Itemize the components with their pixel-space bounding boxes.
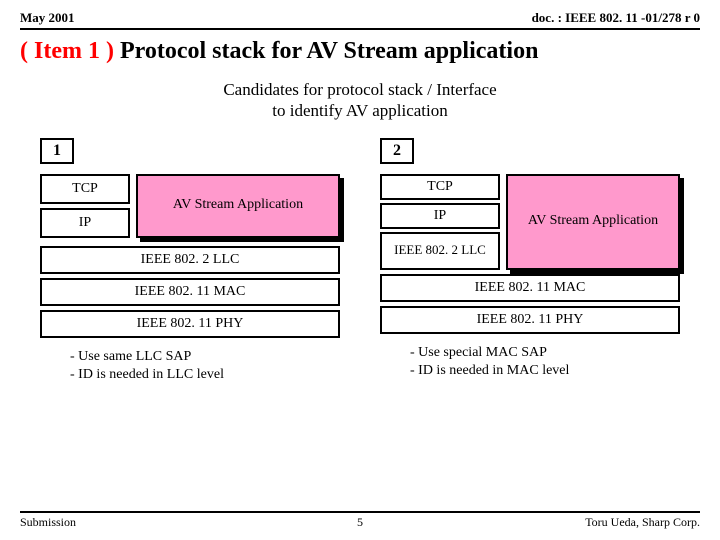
- page-title: ( Item 1 ) Protocol stack for AV Stream …: [20, 38, 700, 65]
- stack-1-note-1: - Use same LLC SAP: [70, 348, 340, 366]
- footer-right: Toru Ueda, Sharp Corp.: [585, 515, 700, 530]
- stack-1: 1 TCP IP AV Stream Application IEEE 802.…: [40, 138, 340, 384]
- stacks-container: 1 TCP IP AV Stream Application IEEE 802.…: [40, 138, 680, 384]
- stack-2-note-1: - Use special MAC SAP: [410, 344, 680, 362]
- stack-1-av-app: AV Stream Application: [136, 174, 340, 238]
- stack-2-notes: - Use special MAC SAP - ID is needed in …: [410, 344, 680, 380]
- stack-1-number: 1: [40, 138, 74, 164]
- subtitle-line2: to identify AV application: [20, 100, 700, 121]
- stack-2-ip: IP: [380, 203, 500, 229]
- stack-2-phy: IEEE 802. 11 PHY: [380, 306, 680, 334]
- stack-1-phy: IEEE 802. 11 PHY: [40, 310, 340, 338]
- header: May 2001 doc. : IEEE 802. 11 -01/278 r 0: [20, 10, 700, 30]
- footer: Submission 5 Toru Ueda, Sharp Corp.: [20, 511, 700, 530]
- stack-1-note-2: - ID is needed in LLC level: [70, 366, 340, 384]
- stack-2-note-2: - ID is needed in MAC level: [410, 362, 680, 380]
- stack-2-llc: IEEE 802. 2 LLC: [380, 232, 500, 270]
- stack-1-llc: IEEE 802. 2 LLC: [40, 246, 340, 274]
- stack-2-mac: IEEE 802. 11 MAC: [380, 274, 680, 302]
- stack-1-mac: IEEE 802. 11 MAC: [40, 278, 340, 306]
- title-main: Protocol stack for AV Stream application: [120, 38, 538, 64]
- header-date: May 2001: [20, 10, 75, 26]
- stack-2: 2 TCP IP IEEE 802. 2 LLC AV Stream Appli…: [380, 138, 680, 384]
- stack-1-ip: IP: [40, 208, 130, 238]
- stack-2-av-app: AV Stream Application: [506, 174, 680, 270]
- footer-left: Submission: [20, 515, 76, 530]
- stack-1-notes: - Use same LLC SAP - ID is needed in LLC…: [70, 348, 340, 384]
- stack-2-tcp: TCP: [380, 174, 500, 200]
- subtitle-line1: Candidates for protocol stack / Interfac…: [20, 79, 700, 100]
- subtitle: Candidates for protocol stack / Interfac…: [20, 79, 700, 122]
- footer-page: 5: [357, 515, 363, 530]
- stack-2-number: 2: [380, 138, 414, 164]
- title-prefix: ( Item 1 ): [20, 38, 120, 64]
- header-doc: doc. : IEEE 802. 11 -01/278 r 0: [532, 10, 700, 26]
- stack-1-tcp: TCP: [40, 174, 130, 204]
